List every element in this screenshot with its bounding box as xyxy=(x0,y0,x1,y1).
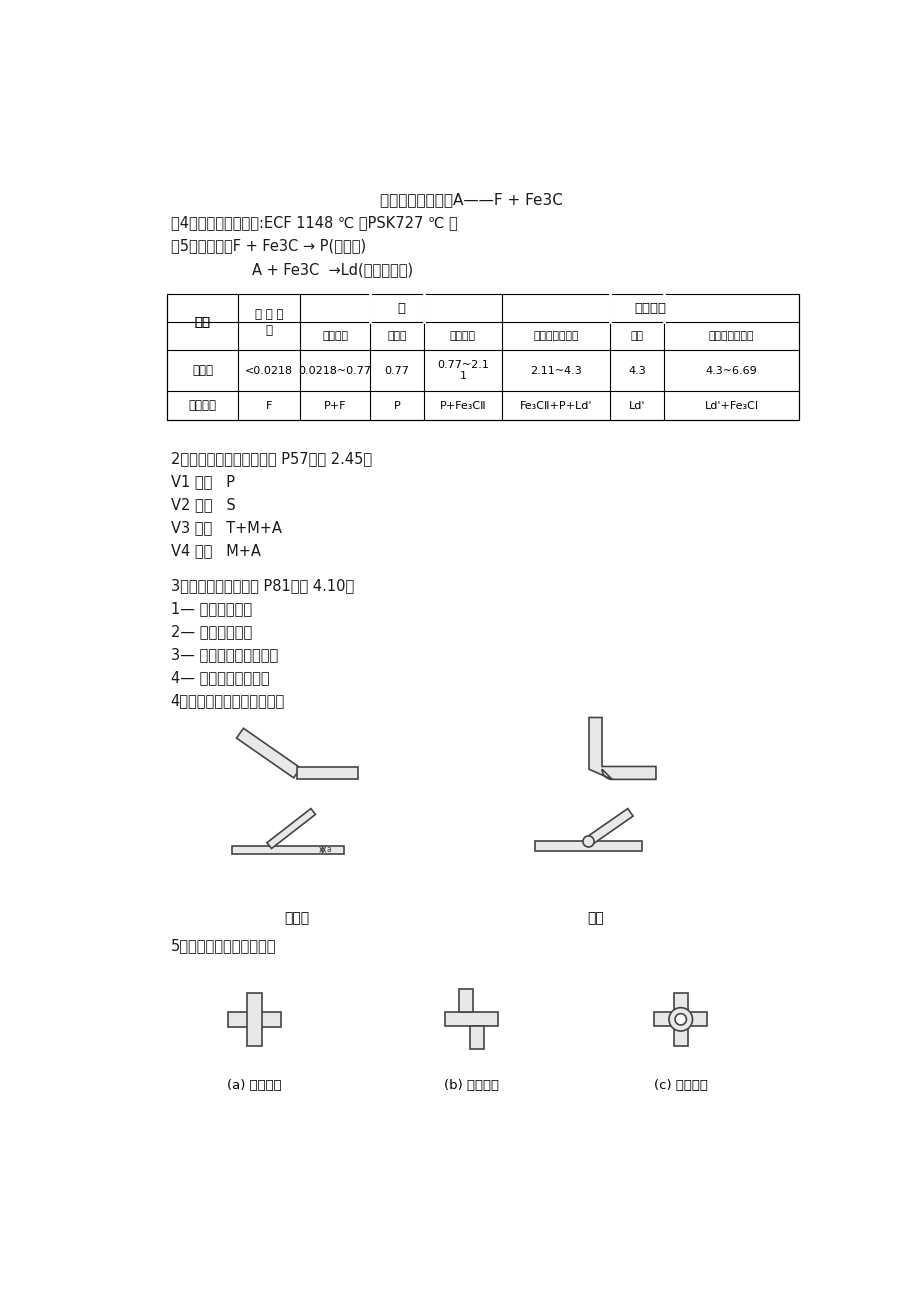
Text: 0.0218~0.77: 0.0218~0.77 xyxy=(299,366,371,376)
Circle shape xyxy=(675,1014,686,1025)
Text: 3、各种淬火方法示意 P81（图 4.10）: 3、各种淬火方法示意 P81（图 4.10） xyxy=(171,578,354,594)
Text: P+F: P+F xyxy=(323,401,346,410)
Text: 4.3: 4.3 xyxy=(628,366,645,376)
Text: 种类: 种类 xyxy=(194,315,210,328)
Text: (a) 交叉接头: (a) 交叉接头 xyxy=(227,1079,281,1092)
Text: (c) 环状接头: (c) 环状接头 xyxy=(653,1079,707,1092)
Polygon shape xyxy=(232,845,344,854)
Text: （5）、公式：F + Fe3C → P(珠光体): （5）、公式：F + Fe3C → P(珠光体) xyxy=(171,238,366,254)
Polygon shape xyxy=(297,767,357,779)
Text: 含碳量: 含碳量 xyxy=(192,365,213,378)
Text: 共析转变反应式：A——F + Fe3C: 共析转变反应式：A——F + Fe3C xyxy=(380,193,562,207)
Text: Ld'+Fe₃CⅠ: Ld'+Fe₃CⅠ xyxy=(704,401,758,410)
Text: (b) 交错接头: (b) 交错接头 xyxy=(444,1079,498,1092)
Polygon shape xyxy=(236,728,301,777)
Polygon shape xyxy=(267,809,315,849)
Text: Ld': Ld' xyxy=(629,401,645,410)
Text: 平衡组织: 平衡组织 xyxy=(188,400,216,413)
Polygon shape xyxy=(588,717,655,780)
Bar xyxy=(246,992,262,1046)
Text: 不合理: 不合理 xyxy=(284,911,310,926)
Text: P: P xyxy=(393,401,400,410)
Text: 共晶: 共晶 xyxy=(630,331,643,341)
Text: 4、铸铁壁之间避免锐角连接: 4、铸铁壁之间避免锐角连接 xyxy=(171,694,285,708)
Bar xyxy=(470,1026,483,1049)
Text: （4）、二个重要温度:ECF 1148 ℃ 、PSK727 ℃ 。: （4）、二个重要温度:ECF 1148 ℃ 、PSK727 ℃ 。 xyxy=(171,216,457,230)
Text: 1— 单介质淬火法: 1— 单介质淬火法 xyxy=(171,602,252,616)
Text: 工 业 纯
铁: 工 业 纯 铁 xyxy=(255,307,283,337)
Text: a: a xyxy=(326,845,331,854)
Text: 2.11~4.3: 2.11~4.3 xyxy=(529,366,581,376)
Text: 白口铸铁: 白口铸铁 xyxy=(633,302,665,315)
Circle shape xyxy=(583,836,594,848)
Polygon shape xyxy=(535,841,641,850)
Text: 共析钢: 共析钢 xyxy=(387,331,406,341)
Text: 4— 贝氏体等温淬火法: 4— 贝氏体等温淬火法 xyxy=(171,671,269,686)
Text: F: F xyxy=(266,401,272,410)
Text: 过共析钢: 过共析钢 xyxy=(449,331,475,341)
Text: V3 油冷   T+M+A: V3 油冷 T+M+A xyxy=(171,521,281,535)
Polygon shape xyxy=(585,809,632,845)
Text: A + Fe3C  →Ld(高温莱氏体): A + Fe3C →Ld(高温莱氏体) xyxy=(252,262,413,277)
Bar xyxy=(166,294,798,421)
Bar xyxy=(653,1012,707,1026)
Text: 亚共晶白口铸铁: 亚共晶白口铸铁 xyxy=(533,331,578,341)
Bar xyxy=(444,1012,498,1026)
Text: 亚共析钢: 亚共析钢 xyxy=(322,331,347,341)
Text: V1 炉冷   P: V1 炉冷 P xyxy=(171,474,234,490)
Bar xyxy=(228,1012,281,1027)
Text: <0.0218: <0.0218 xyxy=(244,366,293,376)
Text: 过共晶白口铸铁: 过共晶白口铸铁 xyxy=(708,331,754,341)
Text: 4.3~6.69: 4.3~6.69 xyxy=(705,366,756,376)
Text: Fe₃CⅡ+P+Ld': Fe₃CⅡ+P+Ld' xyxy=(519,401,592,410)
Text: 0.77: 0.77 xyxy=(384,366,409,376)
Circle shape xyxy=(668,1008,692,1031)
Text: 2、共析碳钢连续冷却转变 P57（图 2.45）: 2、共析碳钢连续冷却转变 P57（图 2.45） xyxy=(171,450,371,466)
Text: 合理: 合理 xyxy=(586,911,603,926)
Bar xyxy=(673,992,687,1046)
Bar xyxy=(459,990,472,1012)
Text: V2 空冷   S: V2 空冷 S xyxy=(171,497,235,512)
Text: 3— 马氏体分级淬火方法: 3— 马氏体分级淬火方法 xyxy=(171,647,278,663)
Text: 种类: 种类 xyxy=(194,315,210,328)
Text: 0.77~2.1
1: 0.77~2.1 1 xyxy=(437,359,488,381)
Text: P+Fe₃CⅡ: P+Fe₃CⅡ xyxy=(439,401,486,410)
Text: V4 水冷   M+A: V4 水冷 M+A xyxy=(171,543,260,559)
Text: 5、铸件壁或筋的连接形式: 5、铸件壁或筋的连接形式 xyxy=(171,939,276,953)
Text: 钢: 钢 xyxy=(396,302,404,315)
Text: 2— 双介质淬火法: 2— 双介质淬火法 xyxy=(171,625,252,639)
